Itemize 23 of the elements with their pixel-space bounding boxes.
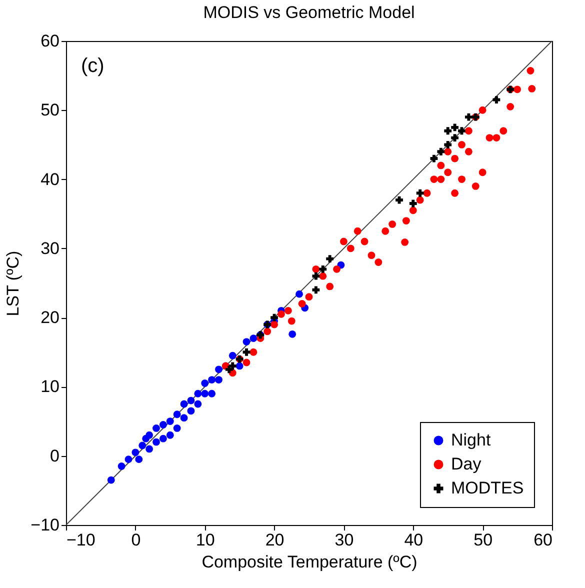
x-tick-label: 10 [196,530,215,550]
x-tick-label: 0 [131,530,141,550]
annotation: (c) [81,55,104,77]
x-tick-label: 30 [334,530,354,550]
chart-title: MODIS vs Geometric Model [203,3,415,22]
y-tick-label: 60 [40,32,60,50]
x-tick-label: 50 [474,530,493,550]
y-tick-label: 10 [40,377,60,396]
y-axis-title: LST (ºC) [4,250,23,316]
y-tick-label: 50 [40,100,60,120]
x-tick-label: 40 [404,530,424,550]
x-axis-title: Composite Temperature (ºC) [202,552,418,572]
x-tick-label: −10 [66,530,96,550]
y-tick-label: 0 [50,446,60,466]
y-tick-label: 20 [40,308,60,328]
legend-label: Day [451,454,482,474]
x-tick-label: 20 [265,530,284,550]
x-tick-label: 60 [534,530,552,550]
y-tick-label: 30 [40,238,60,258]
y-tick-label: 40 [40,170,60,189]
legend-label: MODTES [451,478,524,498]
legend-label: Night [451,430,491,450]
y-tick-label: −10 [30,516,60,534]
